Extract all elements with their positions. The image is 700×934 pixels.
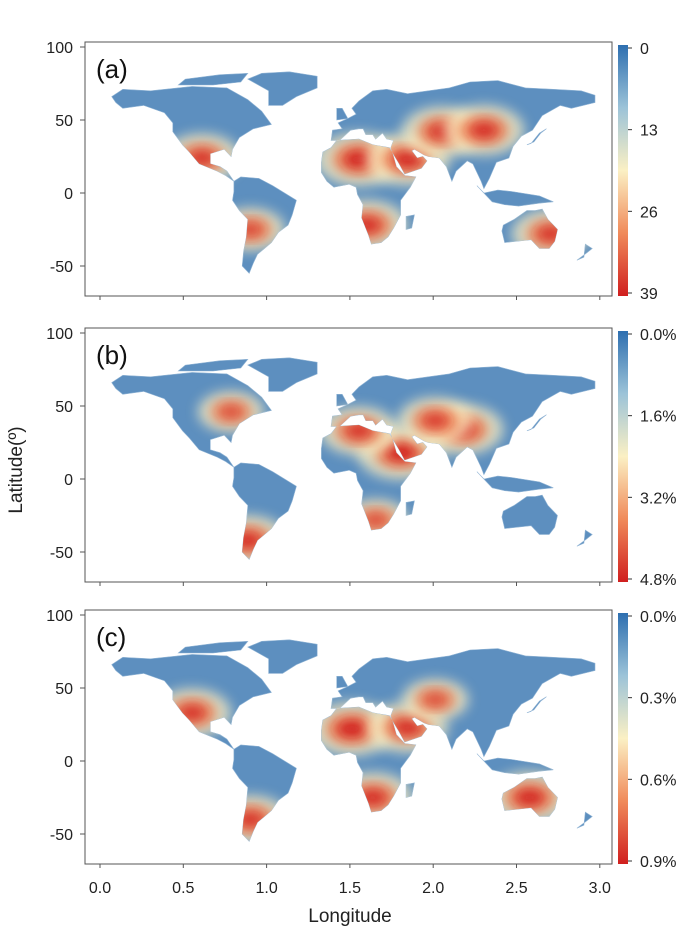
continent-arctic-islands: [177, 640, 249, 654]
continent-new-zealand: [576, 243, 593, 261]
colorbar-tick-label: 0.9%: [640, 854, 676, 871]
continent-japan: [526, 128, 547, 146]
y-tick-label: 100: [46, 40, 73, 57]
colorbar: [618, 613, 628, 864]
y-tick-label: 50: [55, 681, 73, 698]
panel-label: (a): [96, 54, 128, 84]
colorbar-tick-label: 13: [640, 123, 658, 140]
colorbar-tick-label: 4.8%: [640, 572, 676, 589]
y-tick-label: 100: [46, 608, 73, 625]
y-tick-label: 0: [64, 754, 73, 771]
hotspot-core-gobi: [468, 121, 500, 140]
continent-greenland: [247, 71, 318, 106]
continent-indonesia: [476, 753, 554, 775]
colorbar-tick-label: 0.0%: [640, 327, 676, 344]
x-tick-label: 0.5: [172, 880, 194, 897]
colorbar-tick-label: 0.6%: [640, 772, 676, 789]
continent-indonesia: [476, 185, 554, 207]
continent-arctic-islands: [177, 72, 249, 86]
colorbar: [618, 331, 628, 582]
x-tick-label: 1.5: [339, 880, 361, 897]
y-tick-label: 50: [55, 399, 73, 416]
continent-arctic-islands: [177, 358, 249, 372]
hotspot-core-sahara: [335, 719, 369, 739]
continent-australia: [501, 494, 558, 535]
hotspot-core-central-asia: [422, 692, 448, 707]
y-tick-label: -50: [50, 545, 73, 562]
x-tick-label: 2.0: [422, 880, 444, 897]
colorbar-tick-label: 0.0%: [640, 609, 676, 626]
x-tick-label: 2.5: [505, 880, 527, 897]
map-panel: (a) 100 50 0 -50 0 13 26 39: [46, 40, 658, 303]
colorbar-tick-label: 3.2%: [640, 490, 676, 507]
x-axis-label: Longitude: [308, 906, 391, 927]
x-axis: 0.0 0.5 1.0 1.5 2.0 2.5 3.0: [89, 880, 611, 897]
continent-uk: [336, 394, 349, 407]
colorbar-tick-label: 1.6%: [640, 409, 676, 426]
x-tick-label: 3.0: [589, 880, 611, 897]
continent-indonesia: [476, 471, 554, 493]
colorbar-tick-label: 0: [640, 41, 649, 58]
y-tick-label: -50: [50, 259, 73, 276]
hotspot-core-central-asia: [421, 412, 450, 429]
map-panel: (c) 100 50 0 -50 0.0% 0.3% 0.6% 0.9%: [46, 608, 676, 871]
map-panel: (b) 100 50 0 -50 0.0% 1.6% 3.2% 4.8%: [46, 326, 676, 589]
y-tick-label: 0: [64, 472, 73, 489]
colorbar-tick-label: 0.3%: [640, 691, 676, 708]
continent-uk: [336, 108, 349, 121]
map-area: [111, 71, 596, 274]
x-tick-label: 1.0: [255, 880, 277, 897]
hotspot-core-south-africa: [363, 512, 389, 528]
panel-label: (c): [96, 622, 126, 652]
continent-greenland: [247, 639, 318, 674]
colorbar-tick-label: 26: [640, 204, 658, 221]
continent-new-zealand: [576, 811, 593, 829]
colorbar-tick-label: 39: [640, 286, 658, 303]
panels: (a) 100 50 0 -50 0 13 26 39 (b) 100 50 0 -50 0.0% 1.6% 3…: [46, 40, 676, 871]
y-tick-label: 0: [64, 186, 73, 203]
continent-uk: [336, 676, 349, 689]
y-tick-label: -50: [50, 827, 73, 844]
hotspot-core-great-lakes: [218, 404, 244, 420]
hotspot-core-australia: [514, 788, 546, 807]
continent-japan: [526, 414, 547, 432]
continent-japan: [526, 696, 547, 714]
continent-new-zealand: [576, 529, 593, 547]
colorbar: [618, 45, 628, 296]
continent-madagascar: [405, 500, 415, 516]
panel-label: (b): [96, 340, 128, 370]
y-tick-label: 50: [55, 113, 73, 130]
x-tick-label: 0.0: [89, 880, 111, 897]
y-tick-label: 100: [46, 326, 73, 343]
continent-greenland: [247, 357, 318, 392]
y-axis-label: Latitude(º): [6, 426, 27, 513]
